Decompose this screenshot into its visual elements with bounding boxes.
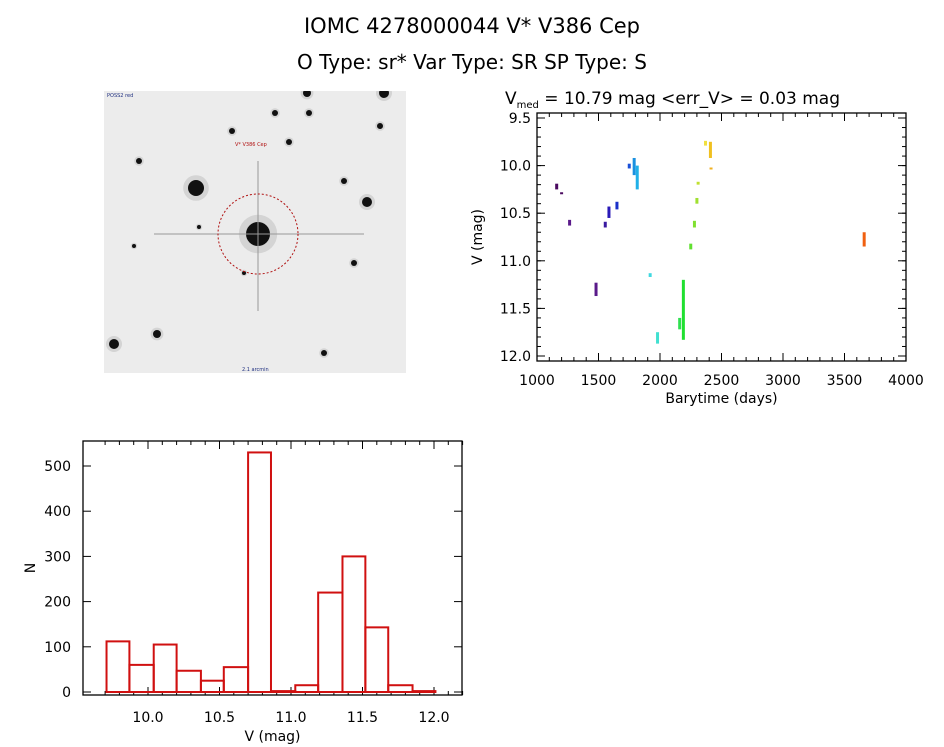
data-point xyxy=(632,157,636,176)
star xyxy=(229,128,235,134)
data-point xyxy=(648,273,652,277)
data-point xyxy=(568,219,572,226)
histogram-chart: 10.0 10.5 11.0 11.5 12.0 0 100 200 300 400 500 V (m… xyxy=(23,440,464,745)
y-tick-label: 11.0 xyxy=(500,254,531,270)
histogram-bar xyxy=(175,669,202,693)
data-point xyxy=(555,183,559,190)
star xyxy=(306,110,312,116)
star xyxy=(377,123,383,129)
y-tick-label: 200 xyxy=(44,595,71,611)
y-tick-label: 0 xyxy=(62,685,71,701)
x-axis-label: V (mag) xyxy=(244,729,300,745)
data-point xyxy=(862,232,866,247)
histogram-bar xyxy=(199,679,225,693)
histogram-bar xyxy=(247,451,272,693)
star xyxy=(136,158,142,164)
star xyxy=(341,178,347,184)
target-label: V* V386 Cep xyxy=(235,142,267,148)
star xyxy=(132,244,136,248)
data-point xyxy=(695,197,699,204)
star xyxy=(197,225,201,229)
y-tick-label: 100 xyxy=(44,640,71,656)
x-tick-label: 4000 xyxy=(888,373,924,389)
data-point xyxy=(607,206,611,218)
y-tick-label: 9.5 xyxy=(509,111,531,127)
histogram-bar xyxy=(105,640,131,694)
x-tick-label: 3500 xyxy=(827,373,863,389)
data-point xyxy=(615,201,619,210)
y-tick-label: 500 xyxy=(44,459,71,475)
star xyxy=(286,139,292,145)
corner-label: POSS2 red xyxy=(107,93,133,99)
x-tick-label: 2500 xyxy=(704,373,740,389)
data-point xyxy=(603,221,607,228)
star xyxy=(153,330,161,338)
histogram-bar xyxy=(294,684,320,694)
data-point xyxy=(656,332,660,344)
histogram-bar xyxy=(152,643,178,693)
scale-label: 2.1 arcmin xyxy=(242,367,269,373)
y-tick-label: 10.5 xyxy=(500,206,531,222)
histogram-bar xyxy=(387,684,414,694)
data-point xyxy=(696,181,700,185)
x-tick-label: 11.5 xyxy=(347,710,378,726)
star xyxy=(272,110,278,116)
data-point xyxy=(627,163,631,169)
star xyxy=(303,91,311,97)
target-circle xyxy=(217,193,299,275)
star xyxy=(109,339,119,349)
plot-frame xyxy=(82,440,463,696)
star xyxy=(321,350,327,356)
histogram-bar xyxy=(128,663,155,694)
data-point xyxy=(708,141,712,158)
data-point xyxy=(678,317,682,330)
x-tick-label: 12.0 xyxy=(418,710,449,726)
histogram-bar xyxy=(269,690,297,694)
histogram-bar xyxy=(341,555,367,693)
x-tick-label: 10.0 xyxy=(132,710,163,726)
page-title: IOMC 4278000044 V* V386 Cep xyxy=(303,14,641,38)
star xyxy=(351,260,357,266)
y-axis-label: V (mag) xyxy=(470,209,486,265)
star xyxy=(242,271,246,275)
stars xyxy=(106,91,392,358)
histogram-bar xyxy=(317,591,344,693)
page-subtitle: O Type: sr* Var Type: SR SP Type: S xyxy=(297,50,647,74)
x-tick-label: 2000 xyxy=(642,373,678,389)
data-point xyxy=(635,165,639,190)
x-axis-label: Barytime (days) xyxy=(665,391,777,407)
star xyxy=(362,197,372,207)
data-point xyxy=(689,243,693,250)
chart-title: Vmed = 10.79 mag <err_V> = 0.03 mag xyxy=(505,89,840,111)
star xyxy=(379,91,389,98)
x-tick-label: 10.5 xyxy=(204,710,235,726)
x-tick-label: 1000 xyxy=(519,373,555,389)
y-axis-label: N xyxy=(23,563,39,573)
x-tick-label: 11.0 xyxy=(275,710,306,726)
data-point xyxy=(594,282,598,297)
y-tick-label: 10.0 xyxy=(500,159,531,175)
sky-image: POSS2 red V* V386 Cep 2.1 arcmin xyxy=(104,91,406,373)
data-point xyxy=(709,167,713,170)
y-tick-label: 400 xyxy=(44,504,71,520)
y-tick-label: 11.5 xyxy=(500,301,531,317)
star xyxy=(188,180,204,196)
x-tick-label: 1500 xyxy=(581,373,617,389)
data-point xyxy=(704,140,708,146)
light-curve-chart: Vmed = 10.79 mag <err_V> = 0.03 mag 1000 1… xyxy=(470,89,924,407)
plot-frame xyxy=(536,112,907,362)
histogram-bar xyxy=(411,690,437,694)
x-tick-label: 3000 xyxy=(765,373,801,389)
histogram-bar xyxy=(364,626,390,693)
histogram-bar xyxy=(222,666,250,693)
y-tick-label: 300 xyxy=(44,549,71,565)
data-point xyxy=(560,192,564,195)
data-point xyxy=(692,220,696,228)
data-point xyxy=(681,279,685,340)
y-tick-label: 12.0 xyxy=(500,349,531,365)
